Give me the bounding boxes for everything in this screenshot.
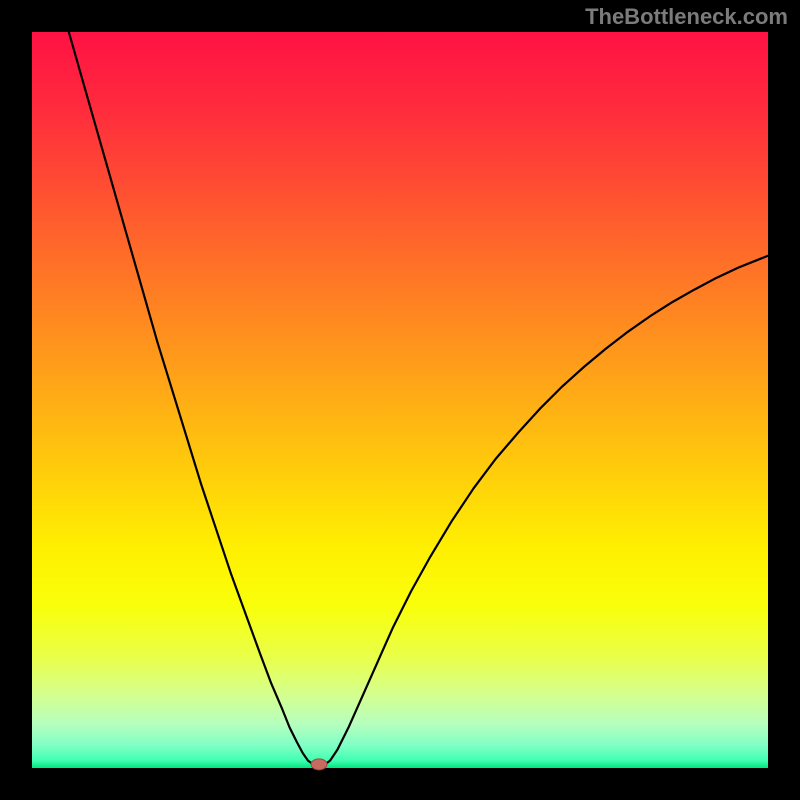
config-marker: [311, 759, 327, 770]
chart-container: TheBottleneck.com: [0, 0, 800, 800]
watermark-text: TheBottleneck.com: [585, 4, 788, 30]
chart-background: [32, 32, 768, 768]
bottleneck-chart: [0, 0, 800, 800]
